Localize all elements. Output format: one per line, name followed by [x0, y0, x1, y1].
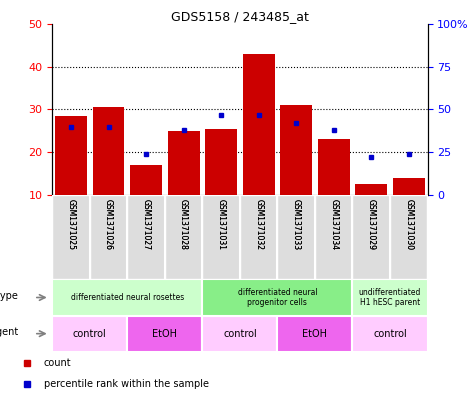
- Bar: [202, 279, 352, 316]
- Bar: [127, 316, 202, 352]
- Text: GSM1371032: GSM1371032: [254, 199, 263, 250]
- Bar: [55, 116, 87, 195]
- Bar: [93, 107, 124, 195]
- Text: GSM1371034: GSM1371034: [329, 199, 338, 250]
- Bar: [390, 195, 428, 279]
- Bar: [130, 165, 162, 195]
- Text: undifferentiated
H1 hESC parent: undifferentiated H1 hESC parent: [359, 288, 421, 307]
- Text: GSM1371033: GSM1371033: [292, 199, 301, 250]
- Text: GSM1371030: GSM1371030: [404, 199, 413, 250]
- Bar: [352, 195, 390, 279]
- Text: GSM1371027: GSM1371027: [142, 199, 151, 250]
- Text: EtOH: EtOH: [303, 329, 327, 339]
- Bar: [168, 131, 200, 195]
- Text: cell type: cell type: [0, 291, 18, 301]
- Bar: [52, 279, 202, 316]
- Text: agent: agent: [0, 327, 18, 337]
- Text: GSM1371034: GSM1371034: [329, 199, 338, 250]
- Bar: [240, 195, 277, 279]
- Text: GSM1371026: GSM1371026: [104, 199, 113, 250]
- Bar: [202, 316, 277, 352]
- Bar: [315, 195, 352, 279]
- Bar: [352, 316, 428, 352]
- Text: GSM1371027: GSM1371027: [142, 199, 151, 250]
- Text: differentiated neural rosettes: differentiated neural rosettes: [71, 293, 184, 302]
- Text: EtOH: EtOH: [152, 329, 177, 339]
- Text: GSM1371026: GSM1371026: [104, 199, 113, 250]
- Text: GSM1371028: GSM1371028: [179, 199, 188, 250]
- Bar: [355, 184, 387, 195]
- Text: control: control: [73, 329, 107, 339]
- Text: GSM1371033: GSM1371033: [292, 199, 301, 250]
- Text: GSM1371032: GSM1371032: [254, 199, 263, 250]
- Bar: [127, 195, 165, 279]
- Title: GDS5158 / 243485_at: GDS5158 / 243485_at: [171, 10, 309, 23]
- Text: GSM1371029: GSM1371029: [367, 199, 376, 250]
- Bar: [352, 279, 428, 316]
- Bar: [277, 195, 315, 279]
- Text: GSM1371031: GSM1371031: [217, 199, 226, 250]
- Text: GSM1371030: GSM1371030: [404, 199, 413, 250]
- Text: count: count: [44, 358, 71, 368]
- Bar: [277, 316, 352, 352]
- Text: control: control: [223, 329, 257, 339]
- Bar: [243, 54, 275, 195]
- Bar: [202, 195, 240, 279]
- Bar: [205, 129, 237, 195]
- Bar: [52, 195, 90, 279]
- Bar: [165, 195, 202, 279]
- Text: GSM1371025: GSM1371025: [66, 199, 76, 250]
- Bar: [318, 140, 350, 195]
- Bar: [90, 195, 127, 279]
- Text: differentiated neural
progenitor cells: differentiated neural progenitor cells: [238, 288, 317, 307]
- Bar: [52, 316, 127, 352]
- Text: GSM1371031: GSM1371031: [217, 199, 226, 250]
- Text: GSM1371025: GSM1371025: [66, 199, 76, 250]
- Text: percentile rank within the sample: percentile rank within the sample: [44, 379, 209, 389]
- Bar: [393, 178, 425, 195]
- Bar: [280, 105, 312, 195]
- Text: GSM1371029: GSM1371029: [367, 199, 376, 250]
- Text: GSM1371028: GSM1371028: [179, 199, 188, 250]
- Text: control: control: [373, 329, 407, 339]
